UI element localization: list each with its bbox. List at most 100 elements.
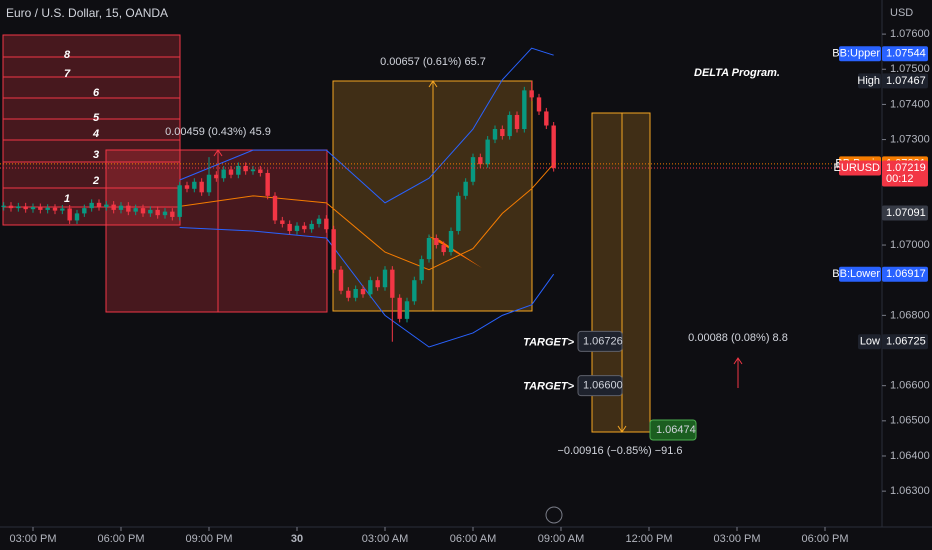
candle-body [441, 245, 446, 253]
candle-body [60, 208, 65, 211]
candle-body [514, 114, 520, 130]
candle-body [8, 205, 14, 209]
level-label: 8 [64, 49, 71, 61]
candle-body [89, 202, 94, 209]
band-line [179, 226, 555, 348]
price-tag-name: BB:Lower [832, 268, 880, 280]
level-label: 7 [64, 68, 71, 80]
arrow-head [213, 149, 223, 157]
candle-body [104, 204, 109, 208]
candle-body [170, 211, 175, 217]
x-tick-label: 03:00 PM [713, 533, 760, 545]
candle-body [529, 90, 534, 98]
candle-body [456, 195, 461, 231]
price-tag-value: 1.07544 [886, 48, 926, 60]
candle-body [419, 259, 424, 281]
y-tick-label: 1.06800 [890, 309, 930, 321]
price-tag-name: BB:Upper [832, 48, 880, 60]
candle-body [404, 301, 410, 319]
candle-body [155, 209, 160, 216]
price-tag-value: 1.06725 [886, 336, 926, 348]
candle-body [23, 206, 28, 210]
candle-body [463, 181, 468, 196]
candle-body [258, 169, 263, 173]
price-tag-value: 1.07219 [886, 162, 926, 174]
y-tick-label: 1.07400 [890, 98, 930, 110]
candle-body [353, 288, 358, 298]
candle-body [82, 208, 87, 214]
candle-body [485, 139, 490, 165]
candle-body [287, 223, 292, 231]
candle-body [162, 211, 168, 216]
price-tag-name-box [839, 160, 881, 176]
candle-body [38, 207, 43, 210]
countdown: 00:12 [886, 173, 914, 185]
candle-body [148, 209, 153, 214]
candle-body [375, 280, 380, 288]
candle-body [118, 205, 124, 210]
price-tag-value: 1.07091 [886, 207, 926, 219]
level-label: 1 [64, 193, 70, 205]
candle-body [214, 174, 219, 179]
x-tick-label: 06:00 PM [801, 533, 848, 545]
candle-body [243, 165, 248, 172]
candle-body [492, 129, 498, 140]
level-label: 4 [92, 128, 99, 140]
y-tick-label: 1.06300 [890, 485, 930, 497]
x-tick-label: 09:00 AM [538, 533, 584, 545]
stop-tag [649, 419, 697, 441]
candle-body [536, 97, 542, 112]
candle-body [45, 207, 50, 210]
candle-body [177, 185, 182, 217]
band-line [179, 47, 554, 204]
candle-body [206, 174, 212, 193]
replay-icon[interactable] [545, 506, 563, 524]
candle-body [412, 280, 417, 302]
candle-body [184, 185, 190, 189]
candle-body [250, 169, 256, 172]
candle-body [1, 205, 6, 208]
currency: USD [890, 7, 913, 19]
candle-body [331, 229, 336, 270]
x-tick-label: 30 [291, 533, 303, 545]
candle-body [294, 225, 300, 231]
level-label: 5 [93, 112, 100, 124]
candle-body [133, 208, 138, 212]
price-tag [882, 205, 928, 221]
price-tag-name-box [858, 334, 881, 350]
price-tag-name: Low [860, 336, 880, 348]
y-tick-label: 1.07500 [890, 63, 930, 75]
price-tag-name-box [839, 46, 881, 62]
price-tag [882, 73, 928, 89]
level-label: 2 [92, 175, 99, 187]
candle-body [448, 230, 454, 253]
y-tick-label: 1.06500 [890, 415, 930, 427]
arrow-head [617, 425, 627, 433]
candle-body [324, 218, 329, 230]
candle-body [302, 225, 307, 230]
candle-body [280, 220, 285, 224]
program-label: DELTA Program. [694, 67, 780, 79]
candle-body [126, 205, 131, 212]
arrow-head [733, 357, 743, 365]
candle-body [52, 207, 58, 211]
candle-body [67, 208, 72, 221]
candle-body [507, 114, 512, 137]
candle-body [338, 269, 344, 291]
x-tick-label: 09:00 PM [185, 533, 232, 545]
candle-body [96, 202, 102, 208]
x-tick-label: 06:00 PM [97, 533, 144, 545]
candle-body [111, 204, 116, 210]
price-tag-value: 1.06917 [886, 268, 926, 280]
candle-body [544, 111, 549, 126]
chart-title: Euro / U.S. Dollar, 15, OANDA [6, 6, 168, 20]
candle-body [16, 206, 21, 209]
price-tag-value: 1.07467 [886, 75, 926, 87]
candle-body [390, 269, 395, 298]
target-value: 1.06726 [583, 335, 623, 347]
target-text: TARGET> [523, 336, 574, 348]
candle-body [236, 165, 241, 175]
